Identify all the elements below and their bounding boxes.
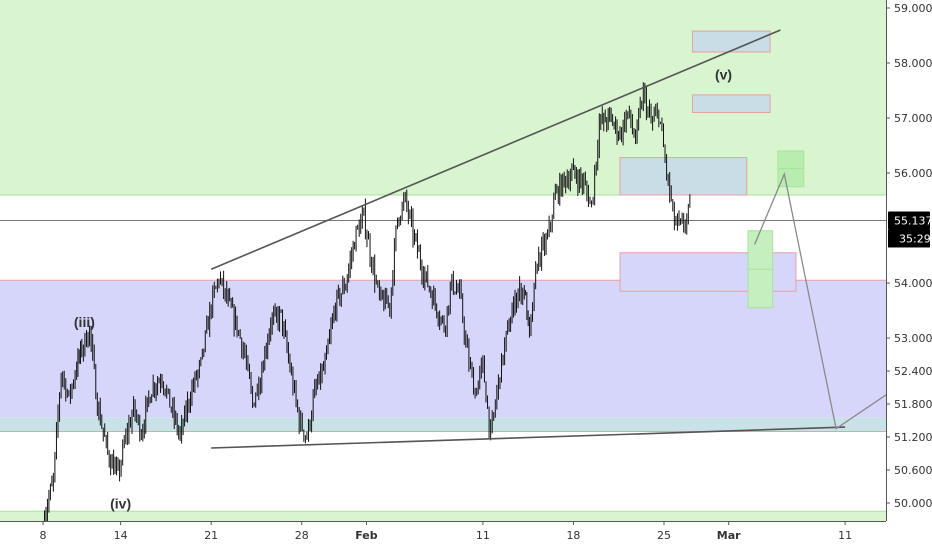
x-tick-label-8: Mar	[717, 529, 741, 542]
zone-box-2	[619, 157, 748, 196]
wave-label-0: (iii)	[74, 314, 95, 330]
x-tick-label-5: 11	[476, 529, 490, 542]
y-tick-label-7: 51.800	[894, 398, 932, 411]
y-tick-label-2: 57.000	[894, 112, 932, 125]
boxes-layer	[619, 30, 805, 309]
y-tick-label-6: 52.400	[894, 365, 932, 378]
zone-box-1	[691, 94, 771, 114]
x-tick-label-9: 11	[838, 529, 852, 542]
support-band	[0, 417, 886, 432]
y-axis-background	[886, 0, 932, 550]
y-tick-label-10: 50.000	[894, 497, 932, 510]
x-tick-label-1: 14	[114, 529, 128, 542]
x-tick-label-6: 18	[566, 529, 580, 542]
wave-label-1: (iv)	[110, 496, 131, 512]
price-layer	[43, 82, 691, 529]
lines-layer	[210, 29, 898, 449]
wave-label-2: (v)	[715, 67, 732, 83]
y-tick-label-5: 53.000	[894, 332, 932, 345]
projection-path	[754, 171, 898, 430]
y-tick-label-4: 54.000	[894, 277, 932, 290]
countdown-badge	[888, 229, 930, 248]
y-tick-label-8: 51.200	[894, 431, 932, 444]
lower-demand-area	[0, 511, 886, 521]
x-tick-label-2: 21	[204, 529, 218, 542]
trendline-1	[211, 426, 846, 449]
x-axis-background	[0, 521, 886, 550]
trendline-0	[210, 29, 781, 270]
middle-range-area	[0, 280, 886, 418]
x-tick-label-4: Feb	[355, 529, 378, 542]
y-tick-label-0: 59.000	[894, 2, 932, 15]
x-tick-label-7: 25	[657, 529, 671, 542]
x-tick-label-0: 8	[40, 529, 47, 542]
y-tick-label-9: 50.600	[894, 464, 932, 477]
y-tick-label-1: 58.000	[894, 57, 932, 70]
zone-box-0	[691, 30, 771, 53]
y-tick-label-3: 56.000	[894, 167, 932, 180]
price-badge-value: 55.137	[894, 214, 932, 227]
countdown-value: 35:29	[899, 232, 931, 245]
price-badge	[888, 211, 930, 230]
x-tick-label-3: 28	[295, 529, 309, 542]
labels-layer: (iii) (iv) (v)	[74, 67, 732, 512]
